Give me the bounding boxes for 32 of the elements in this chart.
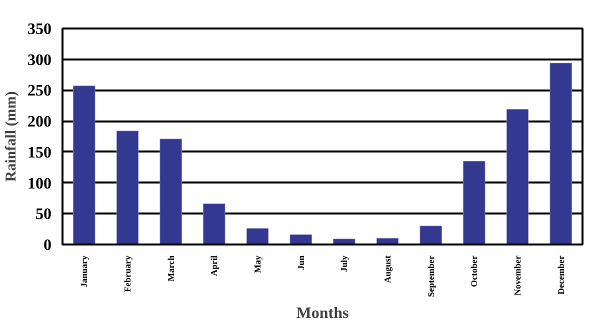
bar bbox=[160, 138, 182, 244]
y-axis-title: Rainfall (mm) bbox=[4, 91, 20, 182]
x-tick-label: August bbox=[382, 255, 392, 284]
x-tick-label: March bbox=[166, 256, 176, 282]
x-tick-label: December bbox=[556, 255, 566, 294]
y-tick-label: 350 bbox=[28, 21, 52, 38]
bar bbox=[420, 226, 442, 244]
bar bbox=[463, 160, 486, 244]
y-tick-label: 50 bbox=[36, 206, 52, 224]
x-tick-label: October bbox=[469, 255, 480, 287]
bar bbox=[550, 62, 572, 244]
y-tick-label: 250 bbox=[28, 82, 52, 100]
bar bbox=[246, 228, 269, 244]
y-tick-label: 300 bbox=[28, 52, 52, 69]
x-tick-label: January bbox=[79, 255, 90, 288]
bar bbox=[203, 204, 226, 244]
bar bbox=[506, 109, 529, 244]
x-tick-label: November bbox=[512, 255, 522, 296]
y-tick-label: 150 bbox=[28, 144, 52, 162]
x-tick-label: February bbox=[122, 255, 132, 292]
x-tick-label: July bbox=[339, 255, 350, 272]
y-tick-label: 100 bbox=[28, 175, 52, 192]
bar bbox=[116, 130, 139, 244]
x-tick-label: September bbox=[426, 255, 436, 297]
x-tick-label: Jun bbox=[296, 255, 306, 270]
y-tick-label: 0 bbox=[44, 237, 52, 254]
x-axis-title: Months bbox=[296, 304, 349, 322]
bar bbox=[73, 86, 96, 244]
x-tick-label: May bbox=[252, 255, 262, 273]
x-tick-label: April bbox=[209, 255, 220, 276]
bar bbox=[290, 234, 312, 244]
y-tick-label: 200 bbox=[28, 114, 52, 131]
